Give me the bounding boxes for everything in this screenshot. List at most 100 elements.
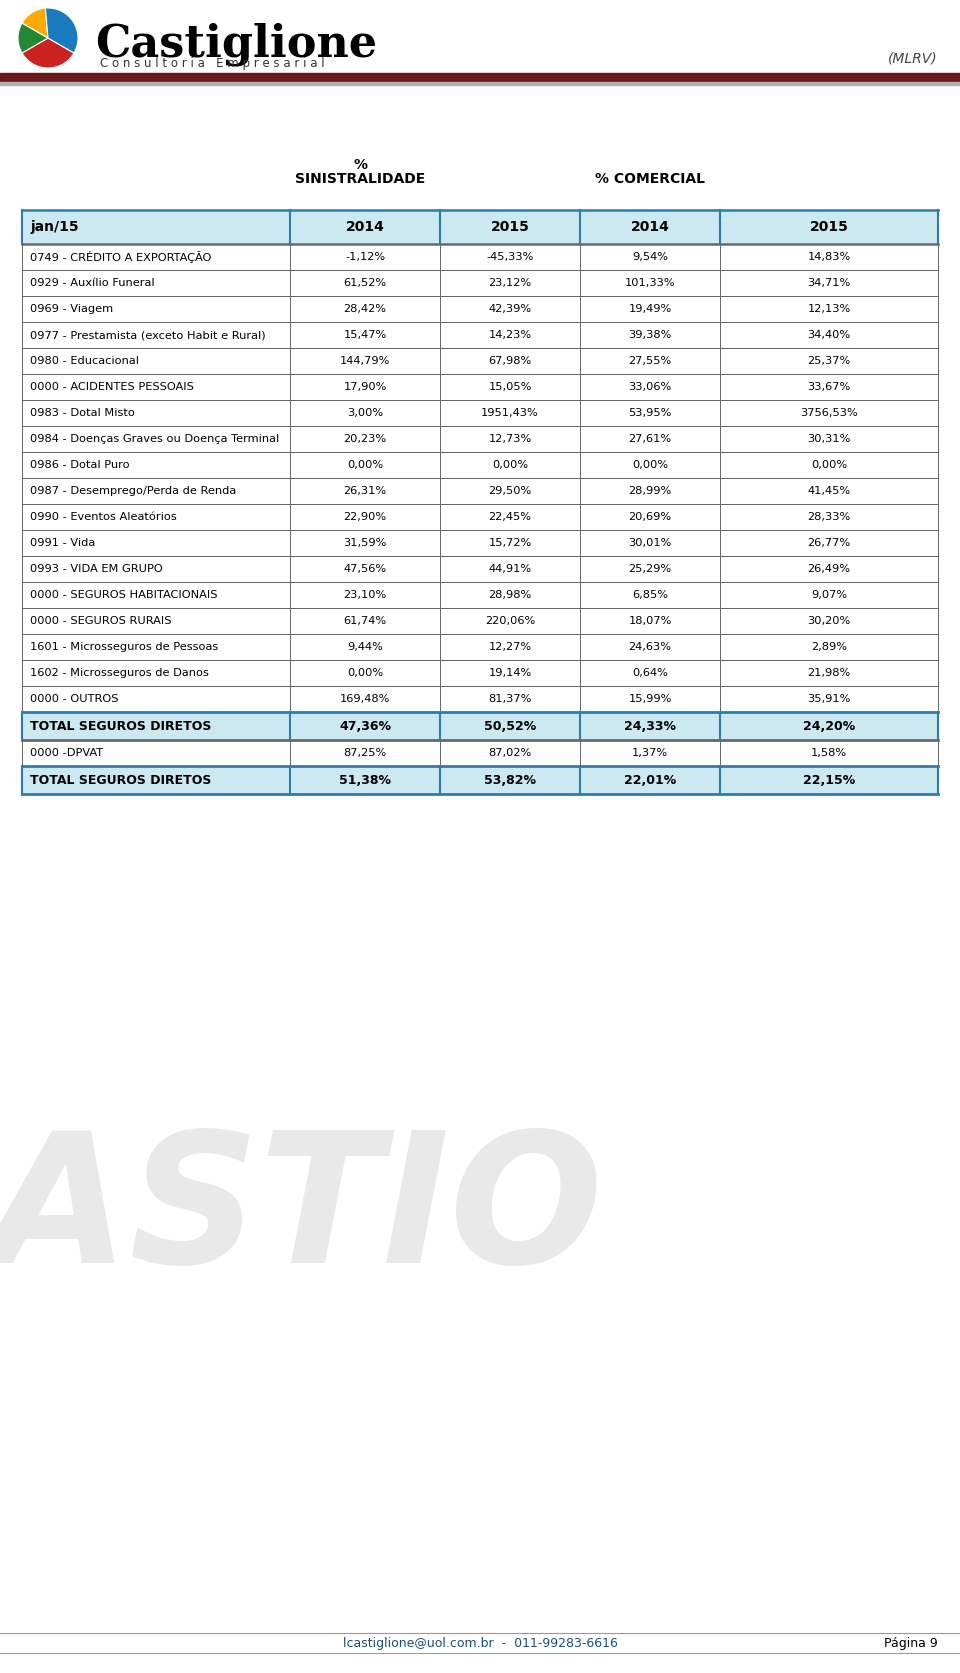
Text: 28,42%: 28,42% xyxy=(344,304,387,315)
Text: 15,47%: 15,47% xyxy=(344,330,387,340)
Text: 67,98%: 67,98% xyxy=(489,356,532,366)
Text: 0980 - Educacional: 0980 - Educacional xyxy=(30,356,139,366)
Text: 29,50%: 29,50% xyxy=(489,485,532,495)
Bar xyxy=(22,375,938,400)
Text: (MLRV): (MLRV) xyxy=(888,50,938,65)
Text: 0991 - Vida: 0991 - Vida xyxy=(30,539,95,549)
Text: 1602 - Microsseguros de Danos: 1602 - Microsseguros de Danos xyxy=(30,668,209,678)
Bar xyxy=(22,582,938,607)
Text: %: % xyxy=(353,157,367,172)
Text: 25,37%: 25,37% xyxy=(807,356,851,366)
Text: 24,20%: 24,20% xyxy=(803,719,855,733)
Bar xyxy=(22,555,938,582)
Text: 2014: 2014 xyxy=(631,221,669,234)
Text: jan/15: jan/15 xyxy=(30,221,79,234)
Text: 14,83%: 14,83% xyxy=(807,253,851,263)
Text: 28,98%: 28,98% xyxy=(489,591,532,601)
Text: 0986 - Dotal Puro: 0986 - Dotal Puro xyxy=(30,460,130,470)
Bar xyxy=(22,739,938,766)
Text: 9,07%: 9,07% xyxy=(811,591,847,601)
Text: 28,33%: 28,33% xyxy=(807,512,851,522)
Text: 101,33%: 101,33% xyxy=(625,278,675,288)
Text: 33,67%: 33,67% xyxy=(807,381,851,391)
Text: 20,69%: 20,69% xyxy=(629,512,672,522)
Text: 35,91%: 35,91% xyxy=(807,694,851,704)
Text: 2014: 2014 xyxy=(346,221,384,234)
Text: 34,71%: 34,71% xyxy=(807,278,851,288)
Text: CASTIO: CASTIO xyxy=(0,1126,603,1302)
Text: 0983 - Dotal Misto: 0983 - Dotal Misto xyxy=(30,408,134,418)
Text: 26,77%: 26,77% xyxy=(807,539,851,549)
Text: 3,00%: 3,00% xyxy=(347,408,383,418)
Text: 17,90%: 17,90% xyxy=(344,381,387,391)
Text: 21,98%: 21,98% xyxy=(807,668,851,678)
Bar xyxy=(22,269,938,296)
Bar xyxy=(22,634,938,661)
Text: 0000 - SEGUROS HABITACIONAIS: 0000 - SEGUROS HABITACIONAIS xyxy=(30,591,218,601)
Bar xyxy=(22,504,938,530)
Text: 34,40%: 34,40% xyxy=(807,330,851,340)
Text: 27,55%: 27,55% xyxy=(629,356,672,366)
Text: 2015: 2015 xyxy=(809,221,849,234)
Text: 0,64%: 0,64% xyxy=(632,668,668,678)
Text: 2,89%: 2,89% xyxy=(811,642,847,652)
Text: 0000 - SEGUROS RURAIS: 0000 - SEGUROS RURAIS xyxy=(30,616,172,626)
Text: 0993 - VIDA EM GRUPO: 0993 - VIDA EM GRUPO xyxy=(30,564,163,574)
Text: 169,48%: 169,48% xyxy=(340,694,390,704)
Text: 20,23%: 20,23% xyxy=(344,433,387,443)
Bar xyxy=(22,713,938,739)
Text: 144,79%: 144,79% xyxy=(340,356,390,366)
Text: 0000 -DPVAT: 0000 -DPVAT xyxy=(30,748,103,758)
Text: Castiglione: Castiglione xyxy=(95,22,377,65)
Bar xyxy=(22,211,938,244)
Text: 19,14%: 19,14% xyxy=(489,668,532,678)
Text: 0984 - Doenças Graves ou Doença Terminal: 0984 - Doenças Graves ou Doença Terminal xyxy=(30,433,279,443)
Text: 18,07%: 18,07% xyxy=(628,616,672,626)
Wedge shape xyxy=(18,23,48,54)
Text: 220,06%: 220,06% xyxy=(485,616,535,626)
Text: 30,01%: 30,01% xyxy=(628,539,672,549)
Text: 0,00%: 0,00% xyxy=(492,460,528,470)
Text: 30,31%: 30,31% xyxy=(807,433,851,443)
Text: 12,13%: 12,13% xyxy=(807,304,851,315)
Text: 53,82%: 53,82% xyxy=(484,773,536,786)
Text: 0929 - Auxílio Funeral: 0929 - Auxílio Funeral xyxy=(30,278,155,288)
Bar xyxy=(22,478,938,504)
Text: 30,20%: 30,20% xyxy=(807,616,851,626)
Bar xyxy=(22,244,938,269)
Bar xyxy=(22,400,938,427)
Text: TOTAL SEGUROS DIRETOS: TOTAL SEGUROS DIRETOS xyxy=(30,719,211,733)
Text: lcastiglione@uol.com.br  -  011-99283-6616: lcastiglione@uol.com.br - 011-99283-6616 xyxy=(343,1636,617,1650)
Text: 42,39%: 42,39% xyxy=(489,304,532,315)
Text: 0,00%: 0,00% xyxy=(347,460,383,470)
Text: 0,00%: 0,00% xyxy=(632,460,668,470)
Text: 19,49%: 19,49% xyxy=(629,304,672,315)
Text: 1601 - Microsseguros de Pessoas: 1601 - Microsseguros de Pessoas xyxy=(30,642,218,652)
Text: 22,45%: 22,45% xyxy=(489,512,532,522)
Bar xyxy=(22,766,938,795)
Text: 61,74%: 61,74% xyxy=(344,616,387,626)
Text: 22,01%: 22,01% xyxy=(624,773,676,786)
Text: % COMERCIAL: % COMERCIAL xyxy=(595,172,705,186)
Text: 0749 - CRÉDITO A EXPORTAÇÃO: 0749 - CRÉDITO A EXPORTAÇÃO xyxy=(30,251,211,263)
Text: 53,95%: 53,95% xyxy=(628,408,672,418)
Text: 26,31%: 26,31% xyxy=(344,485,387,495)
Text: TOTAL SEGUROS DIRETOS: TOTAL SEGUROS DIRETOS xyxy=(30,773,211,786)
Text: 15,99%: 15,99% xyxy=(628,694,672,704)
Text: 24,33%: 24,33% xyxy=(624,719,676,733)
Text: 41,45%: 41,45% xyxy=(807,485,851,495)
Text: 87,25%: 87,25% xyxy=(344,748,387,758)
Text: 6,85%: 6,85% xyxy=(632,591,668,601)
Bar xyxy=(22,296,938,321)
Text: 0969 - Viagem: 0969 - Viagem xyxy=(30,304,113,315)
Text: 0990 - Eventos Aleatórios: 0990 - Eventos Aleatórios xyxy=(30,512,177,522)
Text: 50,52%: 50,52% xyxy=(484,719,536,733)
Text: 15,05%: 15,05% xyxy=(489,381,532,391)
Bar xyxy=(0,74,960,82)
Text: 12,27%: 12,27% xyxy=(489,642,532,652)
Bar xyxy=(22,530,938,555)
Text: 0,00%: 0,00% xyxy=(347,668,383,678)
Text: 0000 - ACIDENTES PESSOAIS: 0000 - ACIDENTES PESSOAIS xyxy=(30,381,194,391)
Text: -1,12%: -1,12% xyxy=(345,253,385,263)
Text: 81,37%: 81,37% xyxy=(489,694,532,704)
